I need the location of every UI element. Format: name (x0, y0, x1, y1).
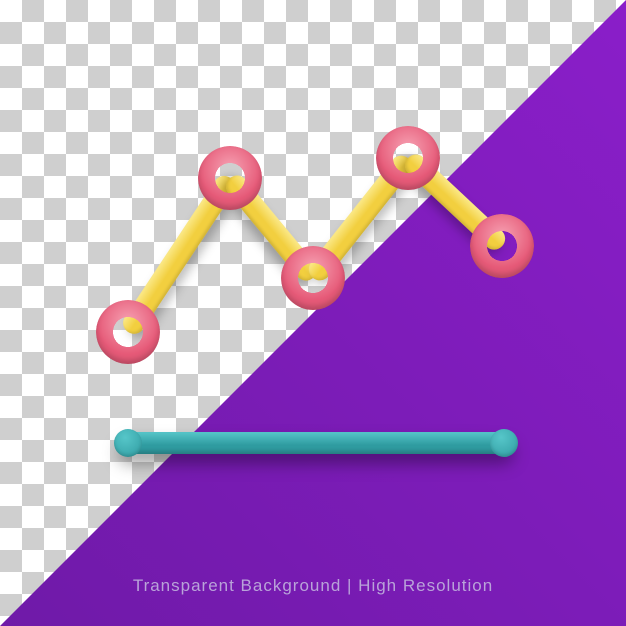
caption-divider: | (341, 576, 358, 595)
caption-left: Transparent Background (133, 576, 341, 595)
caption-right: High Resolution (358, 576, 493, 595)
chart-point-ring (96, 300, 160, 364)
chart-point-ring (470, 214, 534, 278)
chart-point-ring (376, 126, 440, 190)
chart-point-ring (198, 146, 262, 210)
canvas: Transparent Background | High Resolution (0, 0, 626, 626)
caption: Transparent Background | High Resolution (0, 576, 626, 596)
line-chart (0, 0, 626, 626)
chart-baseline (118, 432, 514, 454)
chart-point-ring (281, 246, 345, 310)
